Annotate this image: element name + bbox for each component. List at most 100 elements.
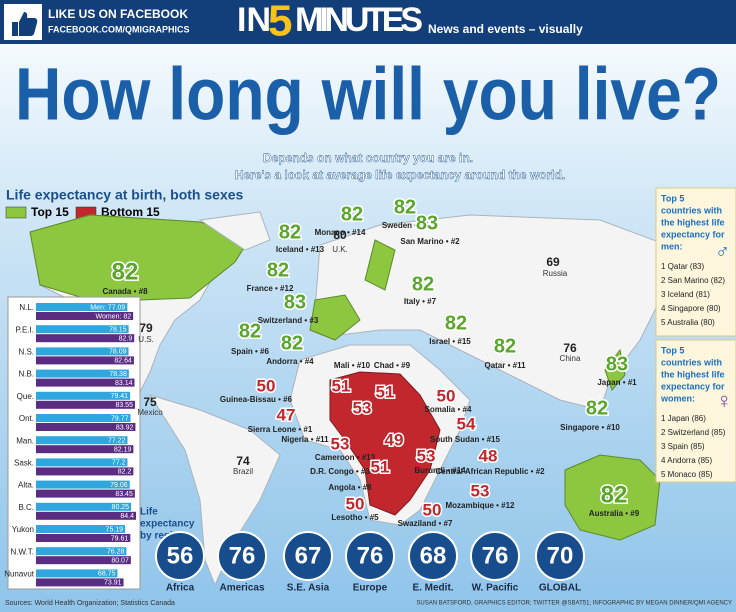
country-value: 74	[236, 454, 250, 468]
women-value: 82.64	[114, 358, 132, 365]
region-name: E. Medit.	[412, 583, 453, 594]
top-value: 83	[284, 291, 306, 313]
top-country: Andorra • #4	[266, 357, 314, 366]
bottom-value: 49	[385, 430, 404, 449]
women-value: 83.45	[115, 491, 133, 498]
top5-item: 3 Iceland (81)	[661, 290, 710, 299]
top5-item: 1 Japan (86)	[661, 414, 706, 423]
province-name: P.E.I.	[15, 325, 34, 334]
top5-item: 4 Andorra (85)	[661, 456, 712, 465]
top-value: 83	[416, 212, 438, 234]
men-bar	[36, 369, 129, 378]
men-value: 79.41	[111, 393, 129, 400]
men-bar	[36, 458, 128, 467]
women-value: 82.2	[118, 469, 132, 476]
women-value: 73.91	[104, 580, 122, 587]
women-value: 84.4	[120, 513, 134, 520]
country-value: 76	[563, 341, 577, 355]
women-bar	[36, 578, 124, 587]
bottom-value: 50	[257, 376, 276, 395]
women-bar	[36, 334, 135, 343]
women-value: 82.9	[119, 336, 133, 343]
women-value: 80.07	[111, 558, 129, 565]
like-us: LIKE US ON FACEBOOK	[48, 7, 188, 21]
top5-heading: expectancy for	[661, 229, 725, 239]
region-value: 68	[420, 542, 447, 569]
bottom-country: Sierra Leone • #1	[248, 425, 313, 434]
country-name: Brazil	[233, 467, 253, 476]
top5-heading: men:	[661, 241, 683, 251]
women-value: 83.92	[116, 424, 134, 431]
men-bar	[36, 525, 126, 533]
tagline: News and events – visually	[428, 22, 583, 36]
region-value: 76	[357, 542, 384, 569]
top-value: 83	[606, 353, 628, 375]
top-country: France • #12	[247, 284, 294, 293]
top5-heading: Top 5	[661, 193, 684, 203]
top-value: 82	[394, 196, 416, 218]
province-name: Yukon	[12, 525, 34, 534]
top5-heading: the highest life	[661, 217, 725, 227]
bottom-value: 51	[376, 382, 395, 401]
region-badge	[535, 531, 585, 581]
country-name: China	[560, 354, 581, 363]
bottom-value: 50	[346, 494, 365, 513]
top-value: 82	[112, 258, 139, 285]
men-value: 75.19	[106, 526, 124, 533]
top-value: 82	[494, 335, 516, 357]
bottom-country: Guinea-Bissau • #6	[220, 395, 293, 404]
legend-heading: Life expectancy at birth, both sexes	[6, 187, 244, 203]
legend-swatch-top	[5, 206, 27, 219]
bottom-15-countries	[329, 371, 441, 516]
scandinavia	[364, 239, 396, 291]
country-name: U.K.	[332, 245, 348, 254]
province-name: Sask.	[14, 459, 34, 468]
region-heading: expectancy	[140, 519, 195, 530]
women-bar	[36, 423, 136, 431]
country-name: U.S.	[138, 335, 154, 344]
women-bar	[36, 378, 135, 387]
women-value: 79.61	[111, 535, 129, 542]
brand-in: IN	[237, 1, 271, 39]
top-value: 82	[412, 273, 434, 295]
top-value: 82	[586, 397, 608, 419]
men-value: 79.77	[111, 415, 129, 422]
top5-item: 3 Spain (85)	[661, 442, 705, 451]
top-value: 82	[279, 221, 301, 243]
eurasia	[314, 214, 681, 411]
region-heading: Life	[140, 507, 158, 518]
country-value: 69	[546, 255, 560, 269]
top5-item: 2 San Marino (82)	[661, 276, 725, 285]
bottom-country: Central African Republic • #2	[435, 467, 545, 476]
women-bar	[36, 556, 131, 565]
men-value: 78.38	[109, 371, 127, 378]
header-bar	[0, 0, 736, 44]
top-country: Switzerland • #3	[258, 316, 319, 325]
top-value: 82	[281, 332, 303, 354]
bottom-country: Lesotho • #5	[331, 513, 379, 522]
province-name: Que.	[17, 392, 34, 401]
province-name: N.W.T.	[10, 547, 34, 556]
women-bar	[36, 467, 134, 476]
men-value: 77.2	[112, 460, 126, 467]
top-country: Sweden • #5	[382, 221, 429, 230]
facebook-url: FACEBOOK.COM/QMIGRAPHICS	[48, 24, 190, 34]
region-badge	[283, 531, 333, 581]
canada	[29, 214, 251, 301]
top5-women-box	[655, 339, 736, 483]
men-value: 80.25	[112, 504, 130, 511]
top-country: Spain • #6	[231, 347, 269, 356]
top-value: 82	[341, 203, 363, 225]
men-bar	[36, 303, 128, 311]
bottom-value: 53	[417, 446, 436, 465]
brand-minutes: MINUTES	[295, 1, 423, 39]
top-country: Singapore • #10	[560, 423, 620, 432]
province-name: N.S.	[18, 348, 34, 357]
top5-item: 4 Singapore (80)	[661, 304, 721, 313]
women-bar	[36, 534, 131, 542]
western-europe	[309, 294, 361, 341]
top5-heading: countries with	[661, 205, 722, 215]
region-heading: by region	[140, 531, 185, 542]
top5-heading: the highest life	[661, 369, 725, 379]
